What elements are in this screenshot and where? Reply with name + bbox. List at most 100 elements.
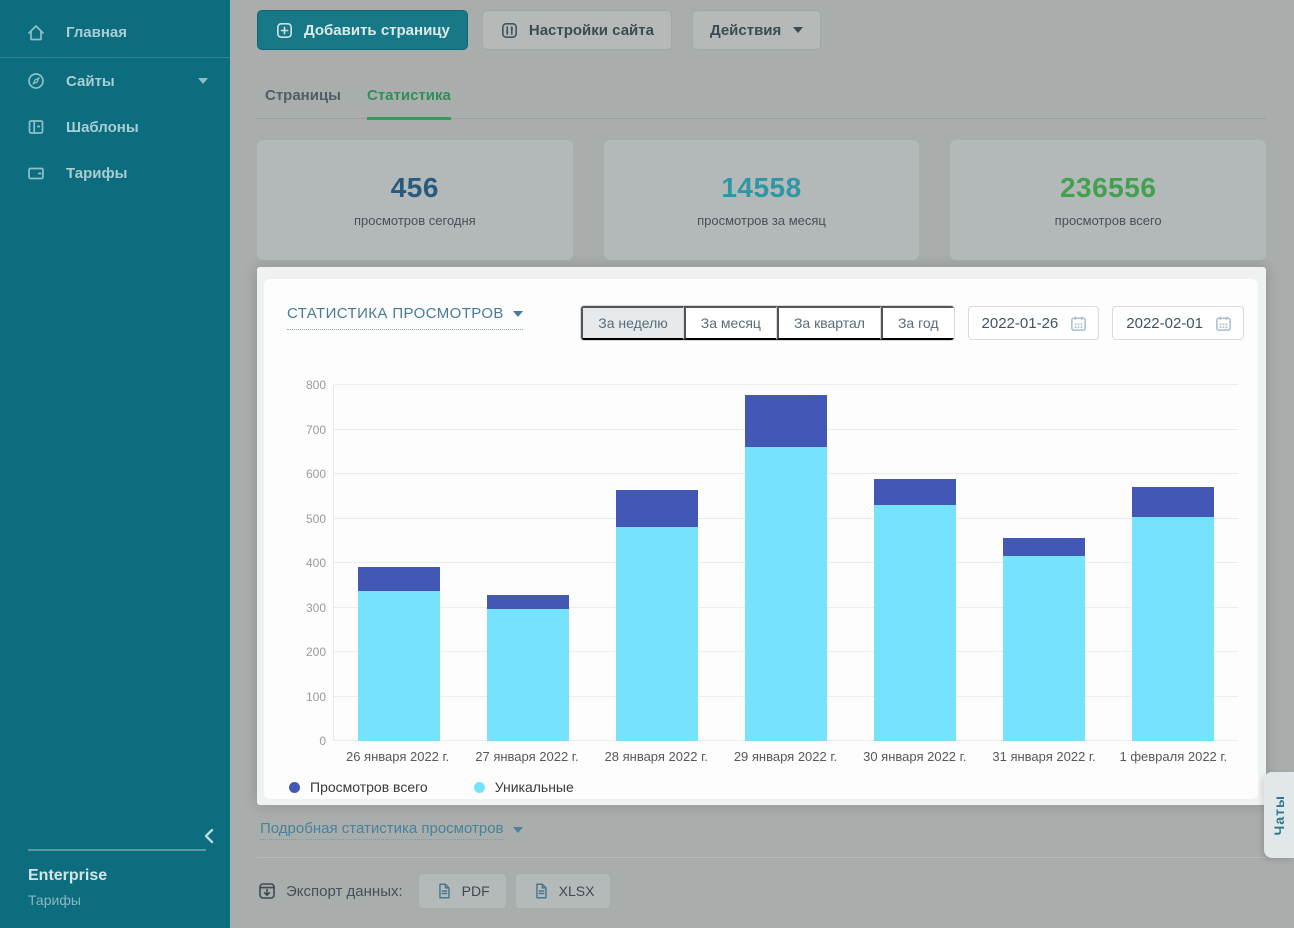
stat-label: просмотров всего (1054, 213, 1162, 228)
export-download-icon (257, 881, 277, 901)
y-axis-tick: 200 (305, 645, 326, 659)
sidebar-nav: Главная Сайты Шаблоны Тарифы (0, 0, 230, 196)
sidebar-item-label: Сайты (66, 72, 115, 90)
y-axis-tick: 700 (305, 422, 326, 437)
site-settings-label: Настройки сайта (528, 21, 654, 39)
stacked-bar[interactable] (744, 395, 827, 741)
export-xlsx-button[interactable]: XLSX (514, 873, 612, 909)
date-from-input[interactable]: 2022-01-26 (967, 306, 1100, 340)
sidebar-item-templates[interactable]: Шаблоны (0, 104, 230, 150)
bar-segment-total (874, 479, 957, 506)
site-settings-button[interactable]: Настройки сайта (481, 10, 672, 50)
section-divider (257, 857, 1266, 858)
bar-slot (851, 385, 980, 741)
sidebar-item-home[interactable]: Главная (0, 8, 230, 58)
tab-statistics[interactable]: Статистика (367, 87, 451, 120)
bar-slot (463, 385, 592, 741)
bar-segment-total (357, 567, 440, 591)
bar-slot (592, 385, 721, 741)
actions-button[interactable]: Действия (691, 10, 822, 50)
sidebar-item-sites[interactable]: Сайты (0, 58, 230, 104)
export-pdf-button[interactable]: PDF (417, 873, 507, 909)
period-month-button[interactable]: За месяц (683, 306, 777, 340)
stacked-bar[interactable] (1132, 487, 1215, 741)
bar-chart: 0 100 200 300 400 500 600 700 800 (306, 378, 1238, 748)
chevron-down-icon (198, 78, 208, 84)
bar-segment-unique (744, 447, 827, 741)
stat-value: 14558 (721, 172, 802, 203)
bar-slot (1109, 385, 1238, 741)
x-axis-label: 1 февраля 2022 г. (1119, 749, 1228, 764)
home-icon (26, 23, 46, 43)
bar-segment-unique (615, 526, 698, 741)
plan-tariffs-link[interactable]: Тарифы (28, 892, 81, 908)
chart-controls: За неделю За месяц За квартал За год 202… (580, 305, 1244, 341)
sidebar-item-label: Шаблоны (66, 118, 139, 136)
stat-label: просмотров сегодня (353, 213, 476, 228)
legend-item: Просмотров всего (289, 779, 428, 795)
toolbar: Добавить страницу Настройки сайта Действ… (257, 10, 1266, 50)
add-page-button[interactable]: Добавить страницу (257, 10, 468, 50)
sliders-icon (500, 21, 519, 40)
sites-compass-icon (26, 71, 46, 91)
period-button-group: За неделю За месяц За квартал За год (580, 305, 955, 341)
stat-label: просмотров за месяц (697, 213, 826, 228)
stacked-bar[interactable] (874, 479, 957, 741)
period-week-button[interactable]: За неделю (581, 306, 684, 340)
chats-tab-label: Чаты (1271, 794, 1287, 836)
stacked-bar[interactable] (357, 567, 440, 741)
y-axis-tick: 400 (305, 556, 326, 570)
stacked-bar[interactable] (1003, 538, 1086, 741)
bar-segment-unique (486, 608, 569, 741)
stacked-bar[interactable] (615, 489, 698, 741)
sidebar: Главная Сайты Шаблоны Тарифы Enterprise (0, 0, 230, 928)
legend-label: Уникальные (494, 779, 574, 795)
chevron-left-icon (204, 828, 214, 844)
y-axis-tick: 100 (305, 689, 326, 704)
chats-side-tab[interactable]: Чаты (1264, 772, 1294, 858)
chart-title-label: СТАТИСТИКА ПРОСМОТРОВ (287, 305, 504, 322)
tab-pages[interactable]: Страницы (265, 87, 341, 104)
chart-title-dropdown[interactable]: СТАТИСТИКА ПРОСМОТРОВ (287, 305, 523, 330)
chevron-down-icon (793, 27, 804, 33)
chevron-down-icon (512, 310, 523, 317)
sidebar-footer-divider (28, 849, 206, 851)
y-axis-tick: 600 (305, 467, 326, 481)
period-year-button[interactable]: За год (880, 306, 954, 340)
detailed-stats-link[interactable]: Подробная статистика просмотров (260, 820, 523, 840)
sidebar-item-tariffs[interactable]: Тарифы (0, 150, 230, 196)
sidebar-item-label: Главная (66, 24, 128, 41)
stat-value: 456 (390, 172, 439, 203)
plan-name: Enterprise (28, 867, 108, 884)
detail-row: Подробная статистика просмотров (257, 820, 1266, 840)
chart-card-header: СТАТИСТИКА ПРОСМОТРОВ За неделю За месяц… (287, 305, 1244, 341)
add-page-label: Добавить страницу (304, 21, 450, 39)
stat-value: 236556 (1059, 172, 1157, 203)
file-icon (435, 882, 453, 900)
sidebar-collapse-button[interactable] (200, 826, 218, 846)
bar-slot (334, 385, 463, 741)
export-row: Экспорт данных: PDF XLSX (257, 871, 1266, 911)
period-quarter-button[interactable]: За квартал (776, 306, 881, 340)
stacked-bar[interactable] (486, 595, 569, 741)
bar-segment-total (615, 489, 698, 527)
bar-segment-total (1003, 538, 1086, 557)
sidebar-item-label: Тарифы (66, 164, 128, 182)
legend-dot-icon (473, 781, 485, 793)
bar-slot (980, 385, 1109, 741)
date-to-input[interactable]: 2022-02-01 (1112, 306, 1244, 340)
stat-card-month: 14558 просмотров за месяц (603, 140, 920, 260)
chevron-down-icon (512, 827, 523, 833)
x-axis-label: 30 января 2022 г. (863, 749, 967, 764)
chart-legend: Просмотров всего Уникальные (289, 779, 1244, 795)
calendar-icon (1069, 314, 1088, 333)
chart-card: СТАТИСТИКА ПРОСМОТРОВ За неделю За месяц… (264, 279, 1258, 799)
chart-plot-area: 0 100 200 300 400 500 600 700 800 (306, 378, 1238, 748)
y-axis-tick: 500 (305, 511, 326, 526)
bar-slot (721, 385, 850, 741)
templates-icon (26, 117, 46, 137)
x-axis-label: 29 января 2022 г. (733, 749, 838, 764)
y-axis-tick: 800 (305, 378, 326, 392)
bar-segment-unique (874, 505, 957, 741)
y-axis-tick: 0 (319, 734, 326, 748)
